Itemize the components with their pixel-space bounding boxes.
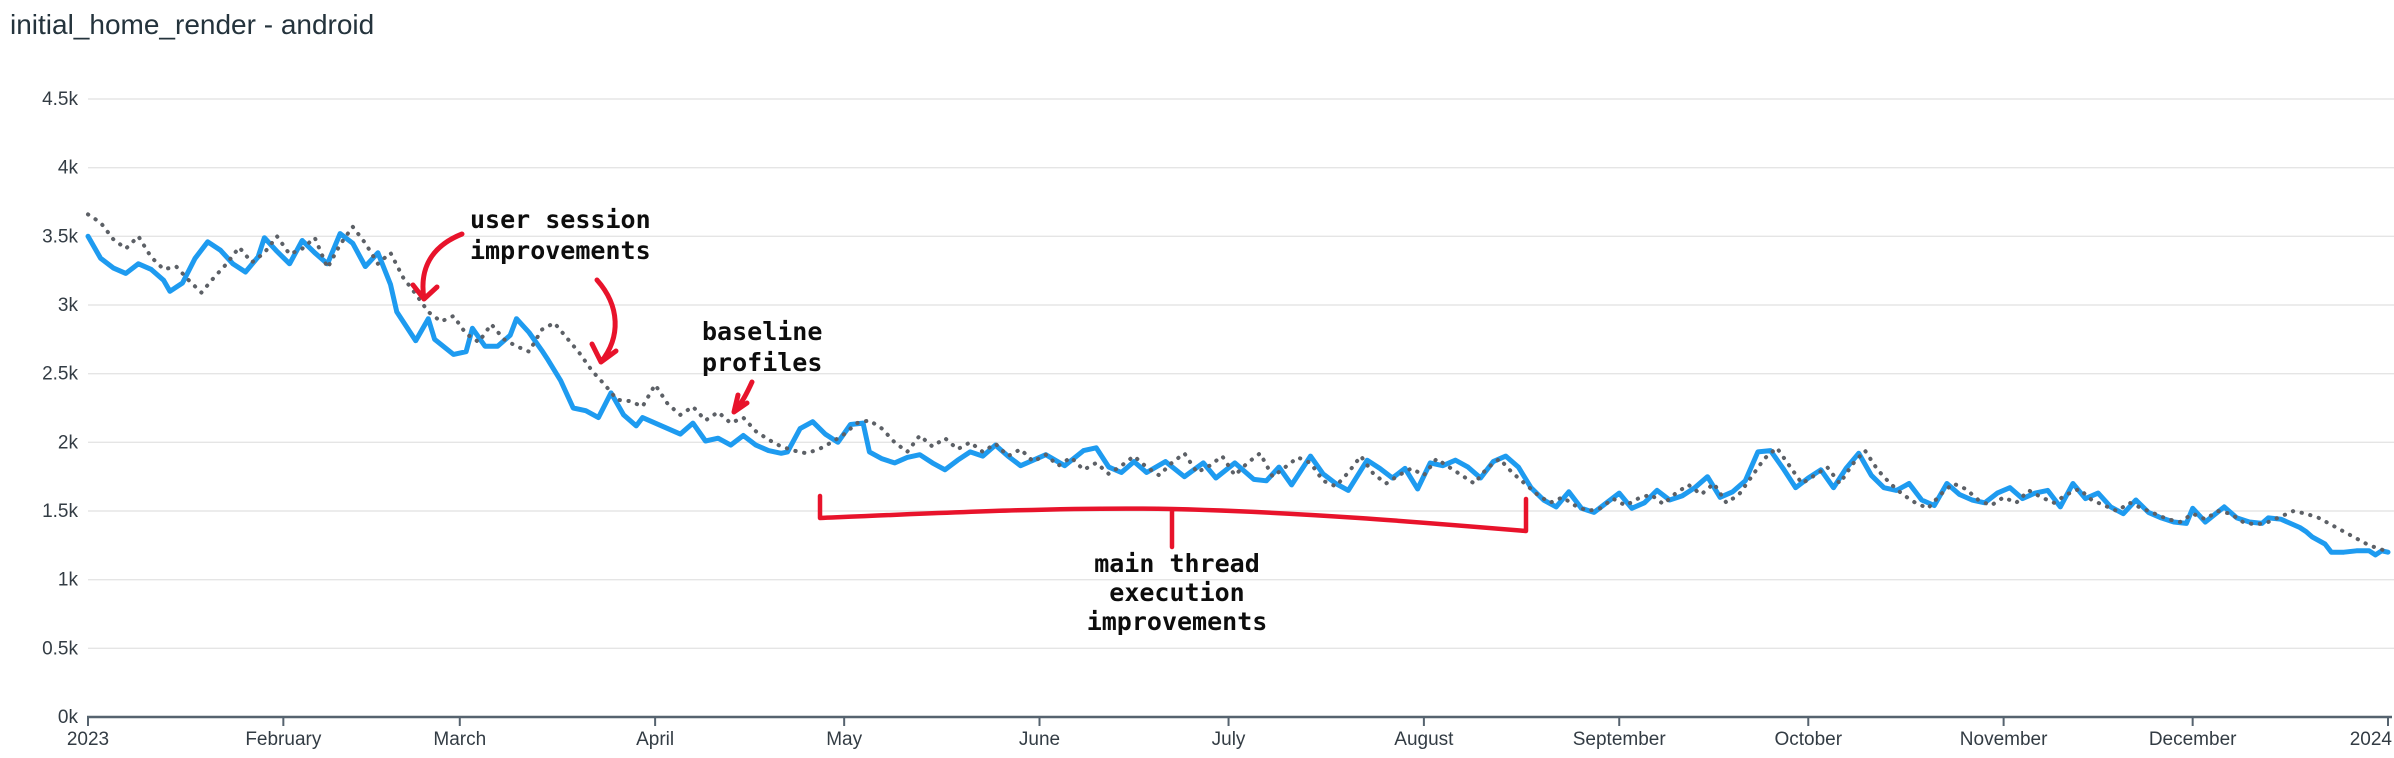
- annotation-main-thread-line3: improvements: [1087, 607, 1268, 636]
- y-tick-label: 1k: [58, 570, 79, 591]
- gridlines: [88, 98, 2394, 650]
- x-tick-label: August: [1394, 729, 1454, 750]
- y-tick-label: 2.5k: [42, 364, 78, 385]
- user-session-arrow-right: [589, 277, 619, 365]
- annotation-user-session-line1: user session: [470, 205, 651, 234]
- y-tick-label: 3k: [58, 295, 79, 316]
- y-tick-label: 2k: [58, 432, 79, 453]
- x-tick-label: September: [1573, 729, 1667, 750]
- y-tick-label: 0.5k: [42, 638, 78, 659]
- x-tick-label: May: [826, 729, 862, 750]
- x-tick-label: July: [1212, 729, 1246, 750]
- x-axis: 2023 February March April May June July August S…: [67, 715, 2393, 750]
- main-thread-bracket: [817, 493, 1529, 550]
- annotation-baseline-profiles-line1: baseline: [702, 317, 822, 346]
- y-axis-labels: 0k 0.5k 1k 1.5k 2k 2.5k 3k 3.5k 4k 4.5k: [42, 89, 78, 728]
- x-tick-label: December: [2149, 729, 2237, 750]
- series-lines: [85, 212, 2391, 558]
- annotation-main-thread-line1: main thread: [1094, 549, 1260, 578]
- baseline-profiles-arrow: [731, 379, 755, 415]
- x-tick-label: November: [1960, 729, 2048, 750]
- x-tick-label: 2024: [2350, 729, 2393, 750]
- x-tick-label: April: [636, 729, 674, 750]
- y-tick-label: 3.5k: [42, 226, 78, 247]
- chart-title: initial_home_render - android: [10, 9, 374, 40]
- y-tick-label: 0k: [58, 707, 79, 728]
- x-tick-label: June: [1019, 729, 1060, 750]
- series-dotted_line: [86, 212, 2390, 555]
- x-tick-label: March: [433, 729, 486, 750]
- annotations-layer: user session improvements baseline profi…: [410, 205, 1529, 636]
- annotation-main-thread-line2: execution: [1109, 578, 1244, 607]
- annotation-baseline-profiles-line2: profiles: [702, 348, 822, 377]
- user-session-arrow-left: [410, 231, 465, 302]
- x-tick-label: February: [245, 729, 322, 750]
- series-solid_line: [85, 231, 2391, 558]
- x-tick-label: October: [1774, 729, 1842, 750]
- annotation-user-session-line2: improvements: [470, 236, 651, 265]
- y-tick-label: 4k: [58, 158, 79, 179]
- y-tick-label: 4.5k: [42, 89, 78, 110]
- x-tick-label: 2023: [67, 729, 109, 750]
- y-tick-label: 1.5k: [42, 501, 78, 522]
